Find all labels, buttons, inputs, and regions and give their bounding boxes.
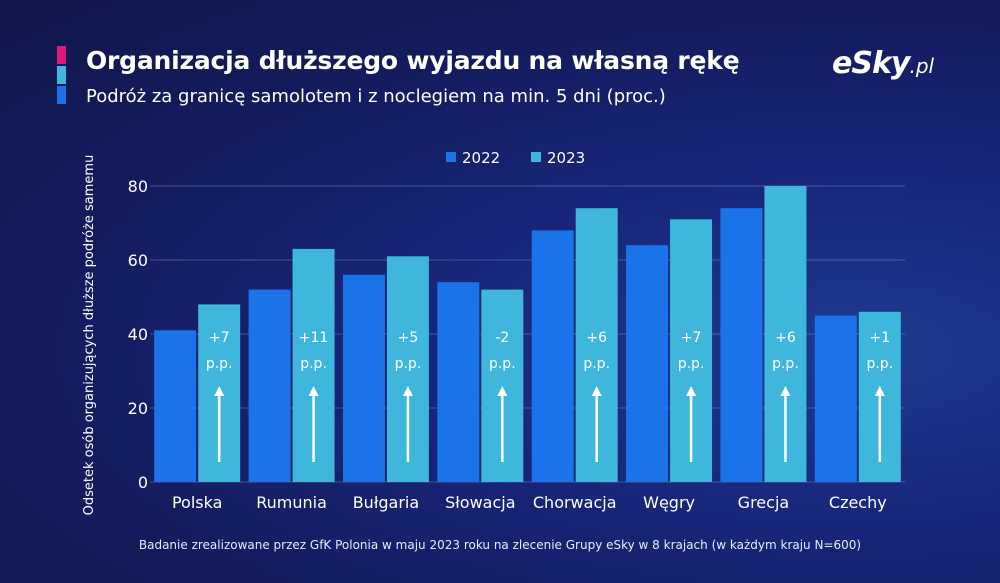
x-tick-label: Chorwacja xyxy=(533,493,617,512)
change-unit-label: p.p. xyxy=(678,356,705,372)
up-arrow-icon xyxy=(402,386,413,396)
chart-subtitle: Podróż za granicę samolotem i z noclegie… xyxy=(86,86,666,107)
up-arrow-icon xyxy=(308,386,319,396)
x-tick-label: Grecja xyxy=(738,493,790,512)
chart-title: Organizacja dłuższego wyjazdu na własną … xyxy=(86,46,740,75)
change-label: +11 xyxy=(299,330,329,346)
change-label: +7 xyxy=(681,330,702,346)
x-tick-label: Węgry xyxy=(643,493,695,512)
bar xyxy=(531,230,574,482)
up-arrow-icon xyxy=(874,386,885,396)
logo-main: eSky xyxy=(832,46,910,81)
change-label: +5 xyxy=(398,330,419,346)
esky-logo: eSky.pl xyxy=(832,46,934,81)
bar xyxy=(154,330,197,482)
change-unit-label: p.p. xyxy=(395,356,422,372)
y-axis-label: Odsetek osób organizujących dłuższe podr… xyxy=(82,155,97,516)
y-tick-label: 40 xyxy=(128,325,148,344)
change-label: +1 xyxy=(869,330,890,346)
legend-label: 2022 xyxy=(462,149,500,167)
bar xyxy=(342,274,385,482)
change-unit-label: p.p. xyxy=(206,356,233,372)
bar xyxy=(437,282,480,482)
x-tick-label: Czechy xyxy=(829,493,887,512)
change-unit-label: p.p. xyxy=(489,356,516,372)
change-unit-label: p.p. xyxy=(866,356,893,372)
x-tick-label: Rumunia xyxy=(256,493,327,512)
up-arrow-icon xyxy=(214,386,225,396)
change-label: +6 xyxy=(586,330,607,346)
logo-suffix: .pl xyxy=(909,54,935,78)
up-arrow-icon xyxy=(686,386,697,396)
change-label: -2 xyxy=(495,330,509,346)
legend-label: 2023 xyxy=(547,149,585,167)
change-label: +7 xyxy=(209,330,230,346)
up-arrow-icon xyxy=(780,386,791,396)
accent-bar-blue xyxy=(57,86,66,104)
bar xyxy=(626,245,669,482)
x-tick-label: Słowacja xyxy=(445,493,515,512)
x-tick-label: Polska xyxy=(172,493,222,512)
bar xyxy=(248,289,291,482)
legend-swatch xyxy=(531,152,541,162)
footnote: Badanie zrealizowane przez GfK Polonia w… xyxy=(138,538,862,552)
change-unit-label: p.p. xyxy=(772,356,799,372)
bar xyxy=(720,208,763,482)
bar xyxy=(814,315,857,482)
y-tick-label: 20 xyxy=(128,399,148,418)
y-tick-label: 80 xyxy=(128,177,148,196)
accent-bar-cyan xyxy=(57,66,66,84)
change-label: +6 xyxy=(775,330,796,346)
up-arrow-icon xyxy=(591,386,602,396)
y-tick-label: 60 xyxy=(128,251,148,270)
change-unit-label: p.p. xyxy=(300,356,327,372)
x-tick-label: Bułgaria xyxy=(353,493,419,512)
legend-swatch xyxy=(446,152,456,162)
up-arrow-icon xyxy=(497,386,508,396)
accent-bar-pink xyxy=(57,46,66,64)
y-tick-label: 0 xyxy=(138,473,148,492)
change-unit-label: p.p. xyxy=(583,356,610,372)
